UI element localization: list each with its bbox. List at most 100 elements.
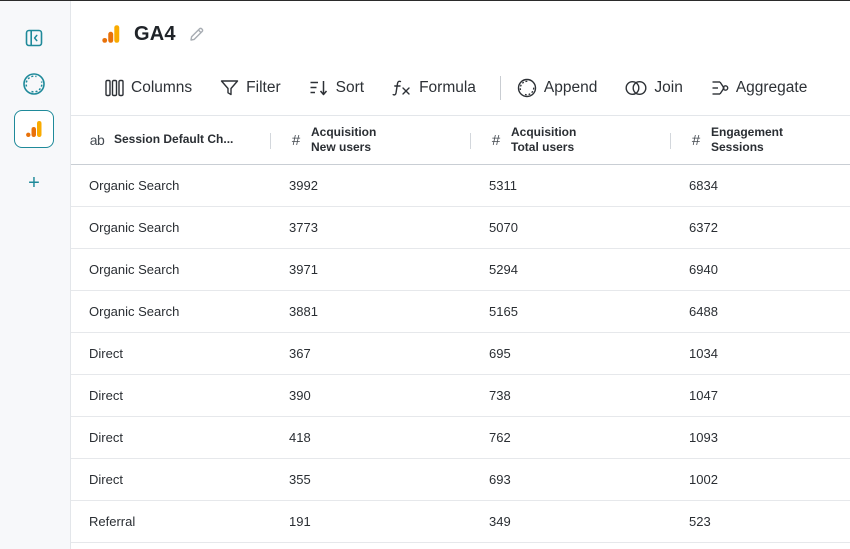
column-header-metric: New users [311, 140, 372, 154]
filter-button[interactable]: Filter [220, 74, 281, 102]
column-header-group: Engagement [711, 124, 784, 139]
table-cell[interactable]: 5165 [489, 304, 518, 319]
table-cell[interactable]: Direct [89, 472, 123, 487]
table-row: Direct 367 695 1034 [71, 333, 850, 375]
append-button[interactable]: Append [517, 74, 597, 102]
column-resize-handle[interactable] [470, 133, 471, 149]
table-cell[interactable]: 738 [489, 388, 511, 403]
toggle-sidebar-button[interactable] [14, 19, 54, 57]
table-cell[interactable]: 1034 [689, 346, 718, 361]
column-header-metric: Total users [511, 140, 575, 154]
table-cell[interactable]: 695 [489, 346, 511, 361]
table-cell[interactable]: Direct [89, 430, 123, 445]
table-row: Organic Search 3773 5070 6372 [71, 207, 850, 249]
google-analytics-icon [26, 121, 42, 137]
table-cell[interactable]: 355 [289, 472, 311, 487]
page-title: GA4 [134, 22, 176, 45]
filter-icon [220, 80, 239, 96]
table-row: Direct 355 693 1002 [71, 459, 850, 501]
google-analytics-logo-icon [102, 25, 120, 43]
aggregate-label: Aggregate [735, 79, 808, 96]
column-header-label: Engagement Sessions [711, 125, 783, 156]
table-row: Direct 390 738 1047 [71, 375, 850, 417]
sidebar-toggle-icon [25, 29, 43, 47]
table-cell[interactable]: 1047 [689, 388, 718, 403]
join-icon [625, 80, 647, 96]
blend-icon [23, 73, 45, 95]
table-row: Organic Search 3992 5311 6834 [71, 165, 850, 207]
number-type-icon: # [491, 131, 501, 149]
toolbar-divider [499, 76, 501, 100]
number-type-icon: # [691, 131, 701, 149]
column-resize-handle[interactable] [670, 133, 671, 149]
table-cell[interactable]: 3773 [289, 220, 318, 235]
table-cell[interactable]: 3881 [289, 304, 318, 319]
table-cell[interactable]: 3971 [289, 262, 318, 277]
append-label: Append [543, 79, 598, 96]
table-cell[interactable]: Direct [89, 346, 123, 361]
table-cell[interactable]: 191 [289, 514, 311, 529]
table-cell[interactable]: 6940 [689, 262, 718, 277]
columns-button[interactable]: Columns [105, 74, 192, 102]
page-header: GA4 [100, 20, 205, 48]
column-header-label: Acquisition Total users [511, 125, 576, 156]
table-cell[interactable]: Organic Search [89, 178, 180, 193]
column-header-session-default-channel[interactable]: ab Session Default Ch... [71, 116, 271, 164]
table-cell[interactable]: 390 [289, 388, 311, 403]
sort-label: Sort [335, 79, 365, 96]
table-cell[interactable]: 1093 [689, 430, 718, 445]
table-cell[interactable]: 349 [489, 514, 511, 529]
data-table: ab Session Default Ch... # Acquisition N… [71, 115, 850, 543]
table-cell[interactable]: Referral [89, 514, 136, 529]
edit-title-button[interactable] [188, 26, 205, 43]
table-cell[interactable]: 5294 [489, 262, 518, 277]
column-header-label: Session Default Ch... [114, 132, 234, 147]
table-cell[interactable]: 418 [289, 430, 311, 445]
aggregate-button[interactable]: Aggregate [711, 74, 808, 102]
pencil-icon [190, 27, 204, 41]
append-icon [517, 78, 537, 98]
table-cell[interactable]: 762 [489, 430, 511, 445]
column-header-metric: Sessions [711, 140, 764, 154]
aggregate-icon [712, 81, 729, 95]
plus-icon: + [28, 171, 40, 194]
table-header: ab Session Default Ch... # Acquisition N… [71, 115, 850, 165]
column-header-sessions[interactable]: # Engagement Sessions [671, 116, 850, 164]
column-header-total-users[interactable]: # Acquisition Total users [471, 116, 671, 164]
table-cell[interactable]: 367 [289, 346, 311, 361]
toolbar: Columns Filter Sort Formula [105, 74, 807, 102]
formula-label: Formula [419, 79, 476, 96]
sort-button[interactable]: Sort [309, 74, 364, 102]
table-cell[interactable]: 6372 [689, 220, 718, 235]
table-cell[interactable]: 693 [489, 472, 511, 487]
table-cell[interactable]: 3992 [289, 178, 318, 193]
table-row: Referral 191 349 523 [71, 501, 850, 543]
column-header-new-users[interactable]: # Acquisition New users [271, 116, 471, 164]
window-top-border [0, 0, 850, 1]
column-header-group: Acquisition [311, 124, 377, 139]
table-cell[interactable]: 6834 [689, 178, 718, 193]
column-resize-handle[interactable] [270, 133, 271, 149]
table-row: Organic Search 3971 5294 6940 [71, 249, 850, 291]
column-header-label: Acquisition New users [311, 125, 376, 156]
blend-sources-button[interactable] [14, 65, 54, 103]
columns-icon [105, 79, 124, 97]
formula-button[interactable]: Formula [392, 74, 476, 102]
table-cell[interactable]: 1002 [689, 472, 718, 487]
ga4-source-button[interactable] [14, 110, 54, 148]
table-cell[interactable]: 5311 [489, 178, 517, 193]
table-cell[interactable]: 6488 [689, 304, 718, 319]
table-cell[interactable]: Organic Search [89, 220, 180, 235]
column-header-group: Acquisition [511, 124, 577, 139]
table-cell[interactable]: 523 [689, 514, 711, 529]
add-source-button[interactable]: + [14, 164, 54, 202]
table-cell[interactable]: 5070 [489, 220, 518, 235]
table-row: Direct 418 762 1093 [71, 417, 850, 459]
left-rail: + [0, 1, 71, 549]
join-button[interactable]: Join [625, 74, 683, 102]
table-row: Organic Search 3881 5165 6488 [71, 291, 850, 333]
join-label: Join [654, 79, 683, 96]
table-cell[interactable]: Organic Search [89, 262, 180, 277]
table-cell[interactable]: Direct [89, 388, 123, 403]
table-cell[interactable]: Organic Search [89, 304, 180, 319]
